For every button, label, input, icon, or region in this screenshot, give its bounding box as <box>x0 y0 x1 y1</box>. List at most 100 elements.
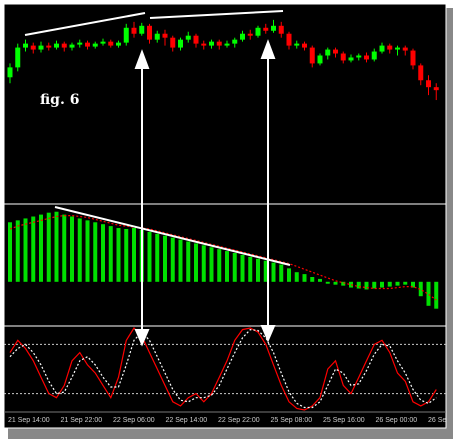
arrow-head <box>260 39 276 59</box>
bar <box>341 281 346 286</box>
candle-body <box>154 33 160 40</box>
oscillator-line <box>9 327 437 411</box>
bar <box>411 281 415 288</box>
bar <box>39 214 43 282</box>
candle-body <box>263 27 269 31</box>
candle-body <box>247 33 253 36</box>
x-tick-label: 25 Sep 08:00 <box>271 417 313 424</box>
bar <box>325 281 330 284</box>
bar <box>209 247 214 282</box>
candle-body <box>85 42 90 47</box>
candle-body <box>240 33 245 40</box>
bar <box>395 281 400 286</box>
bar <box>163 235 167 282</box>
candle-body <box>317 55 323 64</box>
bar <box>256 258 260 282</box>
arrow-head <box>134 49 150 69</box>
bar <box>349 281 353 288</box>
bar <box>85 220 90 282</box>
candle-body <box>426 80 431 88</box>
bar <box>186 241 191 282</box>
candle-body <box>61 43 67 48</box>
candle-body <box>356 55 362 58</box>
bar <box>124 229 129 282</box>
x-tick-label: 21 Sep 22:00 <box>61 417 103 424</box>
oscillator-line <box>9 328 437 409</box>
candle-body <box>395 47 400 50</box>
candle-body <box>216 41 222 46</box>
bar <box>240 254 245 282</box>
candle-body <box>232 39 238 44</box>
bar <box>225 251 229 282</box>
candle-body <box>348 57 354 61</box>
bar <box>147 231 152 282</box>
x-tick-label: 22 Sep 22:00 <box>218 417 260 424</box>
candle-body <box>209 41 214 46</box>
candle-body <box>92 43 98 47</box>
bar <box>232 253 237 282</box>
candle-body <box>402 47 408 51</box>
trend-line <box>54 206 291 266</box>
candle-body <box>100 41 106 44</box>
plot: 21 Sep 14:00 21 Sep 22:00 22 Sep 06:00 22 S… <box>4 19 446 424</box>
candle-body <box>116 42 121 46</box>
bar <box>387 281 392 287</box>
candle-body <box>38 45 44 50</box>
candle-body <box>333 49 338 54</box>
bar <box>116 228 121 282</box>
bar <box>108 226 113 282</box>
bar <box>31 216 36 282</box>
candle-body <box>286 33 292 46</box>
bar <box>8 222 12 282</box>
annotation: fig. 6 <box>40 92 79 108</box>
bar <box>302 274 307 282</box>
candle-body <box>15 47 21 68</box>
bar <box>132 228 136 282</box>
candle-body <box>379 45 385 52</box>
arrow-head <box>260 325 276 343</box>
bar <box>263 260 268 282</box>
bar <box>101 224 105 282</box>
candle-body <box>162 33 168 38</box>
candle-body <box>139 25 145 34</box>
bar <box>170 237 175 282</box>
bar <box>194 243 198 282</box>
bar <box>271 262 276 282</box>
bar <box>178 239 183 282</box>
candle-body <box>185 35 191 40</box>
trend-line <box>149 10 284 19</box>
bar <box>356 281 361 289</box>
x-tick-label: 25 Sep 16:00 <box>323 417 365 424</box>
candle-body <box>294 43 300 46</box>
bar <box>248 256 253 282</box>
bar <box>201 245 206 282</box>
candle-body <box>193 35 199 44</box>
candle-body <box>364 55 369 60</box>
x-tick-label: 22 Sep 14:00 <box>166 417 208 424</box>
x-tick-label: 26 Se <box>428 417 446 424</box>
candle-body <box>309 47 315 64</box>
candle-body <box>178 39 183 48</box>
x-tick-label: 21 Sep 14:00 <box>8 417 50 424</box>
candle-body <box>170 37 176 48</box>
candle-body <box>340 53 346 61</box>
candle-body <box>147 25 152 40</box>
bar <box>155 233 160 282</box>
candle-body <box>23 43 28 48</box>
signal-line <box>9 215 437 301</box>
candle-body <box>46 45 52 48</box>
bar <box>15 220 20 282</box>
bar <box>70 216 74 282</box>
candle-body <box>224 43 230 46</box>
candle-body <box>108 41 114 46</box>
bar <box>93 222 98 282</box>
candle-body <box>278 25 284 34</box>
bar <box>364 281 369 290</box>
bar <box>46 212 51 282</box>
bar <box>279 264 284 282</box>
candle-body <box>201 43 207 46</box>
candle-body <box>418 65 424 81</box>
candle-body <box>30 45 36 50</box>
bar <box>434 281 439 309</box>
